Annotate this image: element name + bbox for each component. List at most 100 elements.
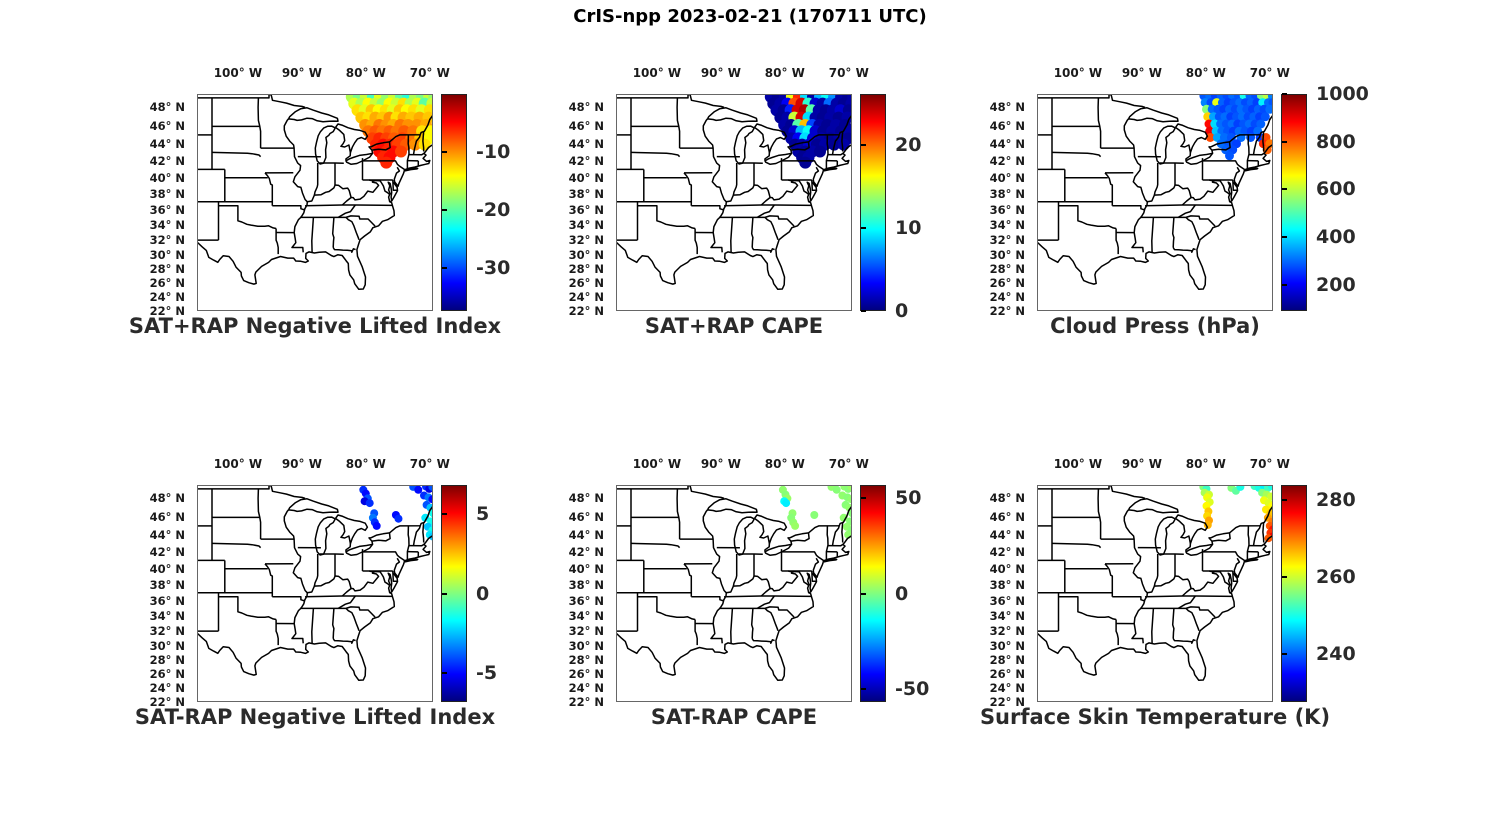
lat-tick-label: 44° N [149, 527, 185, 542]
lat-tick-label: 26° N [989, 667, 1025, 682]
lon-tick-label: 70° W [409, 457, 450, 471]
colorbar-tick-label: -30 [476, 256, 511, 279]
data-points [764, 94, 852, 169]
lat-tick-label: 38° N [568, 186, 604, 201]
lon-tick-label: 90° W [700, 66, 741, 80]
lat-tick-label: 36° N [149, 593, 185, 608]
panel-title: SAT+RAP Negative Lifted Index [128, 314, 502, 338]
lat-tick-label: 36° N [989, 202, 1025, 217]
colorbar-tick-label: -5 [476, 662, 498, 685]
map-frame [197, 94, 433, 311]
lat-tick-label: 32° N [568, 624, 604, 639]
lat-tick-label: 24° N [149, 290, 185, 305]
colorbar-tick-mark [861, 310, 866, 312]
panel-sat-plus-rap-negative-lifted-index: 100° W 90° W 80° W 70° W 48° N 46° N 44° N 42°… [122, 54, 527, 351]
colorbar-tick-label: 50 [895, 487, 922, 510]
lat-tick-label: 22° N [568, 304, 604, 318]
lat-tick-label: 46° N [568, 118, 604, 133]
lat-tick-label: 26° N [149, 667, 185, 682]
lat-tick-label: 24° N [568, 290, 604, 305]
lat-tick-label: 46° N [989, 509, 1025, 524]
lat-tick-label: 40° N [149, 561, 185, 576]
lat-tick-label: 28° N [568, 262, 604, 277]
colorbar-tick-mark [1282, 576, 1287, 579]
colorbar-tick-mark [861, 592, 866, 595]
basemap-borders [616, 94, 852, 291]
colorbar-tick-mark [1282, 236, 1287, 239]
panel-sat-minus-rap-cape: 100° W 90° W 80° W 70° W 48° N 46° N 44° N 42°… [541, 445, 946, 742]
data-points [345, 94, 433, 169]
lat-tick-label: 34° N [989, 218, 1025, 233]
lon-tick-label: 90° W [281, 457, 322, 471]
lat-tick-label: 48° N [568, 491, 604, 506]
data-points [1199, 94, 1273, 161]
basemap-borders [197, 94, 433, 291]
lon-tick-label: 80° W [1185, 66, 1226, 80]
colorbar-tick-label: -50 [895, 677, 930, 700]
lat-tick-label: 42° N [149, 153, 185, 168]
lat-tick-label: 26° N [568, 276, 604, 291]
panel-sat-minus-rap-negative-lifted-index: 100° W 90° W 80° W 70° W 48° N 46° N 44° N 42°… [122, 445, 527, 742]
lat-axis: 48° N 46° N 44° N 42° N 40° N 38° N 36° N 34° N… [962, 94, 1032, 317]
lat-tick-label: 46° N [149, 509, 185, 524]
lat-tick-label: 30° N [989, 638, 1025, 653]
lat-tick-label: 44° N [989, 136, 1025, 151]
figure-title: CrIS-npp 2023-02-21 (170711 UTC) [573, 6, 927, 27]
lon-tick-label: 80° W [764, 66, 805, 80]
data-points [778, 485, 852, 539]
lat-tick-label: 32° N [989, 624, 1025, 639]
lat-tick-label: 40° N [989, 170, 1025, 185]
basemap-borders [197, 485, 433, 682]
lat-tick-label: 38° N [149, 577, 185, 592]
map-surface-skin-temperature [1037, 485, 1273, 702]
colorbar [441, 94, 467, 311]
lon-tick-label: 90° W [281, 66, 322, 80]
lat-tick-label: 40° N [568, 561, 604, 576]
colorbar-tick-mark [861, 144, 866, 147]
colorbar-tick-label: 260 [1316, 566, 1356, 589]
colorbar-tick-label: 240 [1316, 642, 1356, 665]
lat-tick-label: 42° N [568, 153, 604, 168]
lon-axis: 100° W 90° W 80° W 70° W [1037, 66, 1290, 88]
lon-tick-label: 70° W [1249, 457, 1290, 471]
colorbar-tick-label: 800 [1316, 130, 1356, 153]
map-sat-plus-rap-cape [616, 94, 852, 311]
lon-tick-label: 80° W [764, 457, 805, 471]
lat-axis: 48° N 46° N 44° N 42° N 40° N 38° N 36° N 34° N… [122, 485, 192, 708]
lat-axis: 48° N 46° N 44° N 42° N 40° N 38° N 36° N 34° N… [541, 485, 611, 708]
panel-title: SAT-RAP CAPE [650, 705, 818, 729]
colorbar-tick-label: 280 [1316, 489, 1356, 512]
colorbar-tick-mark [1282, 652, 1287, 655]
lat-tick-label: 30° N [568, 638, 604, 653]
lon-tick-label: 90° W [1121, 457, 1162, 471]
lon-tick-label: 100° W [1053, 66, 1103, 80]
lat-tick-label: 48° N [989, 100, 1025, 115]
lat-tick-label: 34° N [568, 218, 604, 233]
colorbar [1281, 94, 1307, 311]
lat-tick-label: 34° N [149, 609, 185, 624]
lat-tick-label: 44° N [568, 136, 604, 151]
lat-tick-label: 34° N [989, 609, 1025, 624]
lat-tick-label: 44° N [989, 527, 1025, 542]
lon-tick-label: 100° W [213, 457, 263, 471]
map-frame [197, 485, 433, 702]
colorbar-tick-label: 0 [895, 300, 909, 322]
colorbar-tick-label: 1000 [1316, 83, 1369, 105]
colorbar [860, 94, 886, 311]
basemap-borders [616, 485, 852, 682]
colorbar-tick-mark [1282, 499, 1287, 502]
lat-tick-label: 38° N [568, 577, 604, 592]
lat-tick-label: 38° N [989, 577, 1025, 592]
panel-title: SAT-RAP Negative Lifted Index [134, 705, 496, 729]
lat-tick-label: 28° N [149, 653, 185, 668]
lon-tick-label: 70° W [828, 66, 869, 80]
lon-tick-label: 90° W [700, 457, 741, 471]
lat-tick-label: 42° N [989, 153, 1025, 168]
lat-axis: 48° N 46° N 44° N 42° N 40° N 38° N 36° N 34° N… [541, 94, 611, 317]
lat-tick-label: 36° N [989, 593, 1025, 608]
colorbar-tick-label: 0 [476, 582, 490, 605]
lat-tick-label: 28° N [989, 262, 1025, 277]
lat-tick-label: 26° N [149, 276, 185, 291]
colorbar-tick-mark [1282, 93, 1287, 95]
